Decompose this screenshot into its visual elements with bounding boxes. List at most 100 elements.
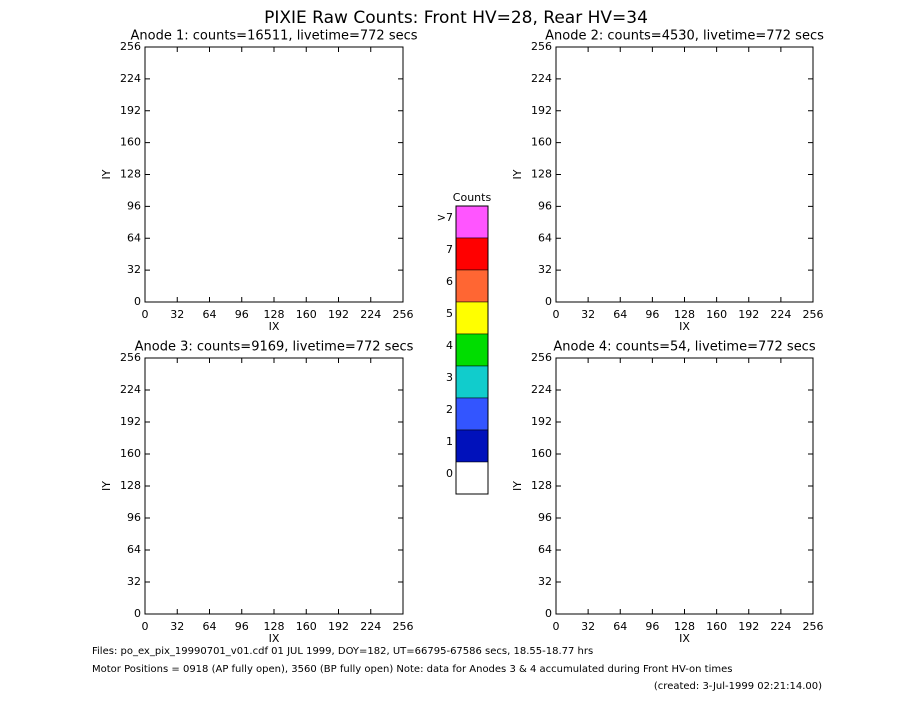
x-tick-label: 96 <box>235 308 249 321</box>
colorbar-swatch <box>455 269 489 303</box>
colorbar-label: 4 <box>446 339 453 352</box>
colorbar-label: >7 <box>437 211 453 224</box>
footer-line: Motor Positions = 0918 (AP fully open), … <box>92 664 732 675</box>
colorbar-title: Counts <box>453 191 492 204</box>
y-tick-label: 192 <box>531 415 552 428</box>
y-tick-label: 64 <box>538 543 552 556</box>
y-tick-label: 0 <box>545 607 552 620</box>
x-tick-label: 192 <box>738 620 759 633</box>
y-axis-label: IY <box>511 481 524 491</box>
y-tick-label: 32 <box>127 575 141 588</box>
x-axis-label: IX <box>679 632 690 645</box>
x-tick-label: 96 <box>645 308 659 321</box>
y-tick-label: 128 <box>531 479 552 492</box>
plot-frame <box>555 357 814 615</box>
colorbar-label: 2 <box>446 403 453 416</box>
y-tick-label: 64 <box>127 543 141 556</box>
panel-title: Anode 4: counts=54, livetime=772 secs <box>553 340 815 355</box>
x-tick-label: 96 <box>645 620 659 633</box>
x-tick-label: 256 <box>803 308 824 321</box>
page-title: PIXIE Raw Counts: Front HV=28, Rear HV=3… <box>264 8 648 28</box>
y-tick-label: 160 <box>531 136 552 149</box>
y-tick-label: 32 <box>127 263 141 276</box>
x-tick-label: 128 <box>674 308 695 321</box>
x-tick-label: 256 <box>393 308 414 321</box>
x-axis-label: IX <box>269 632 280 645</box>
colorbar-swatch <box>455 461 489 495</box>
footer-line: (created: 3-Jul-1999 02:21:14.00) <box>654 681 822 692</box>
x-tick-label: 128 <box>264 308 285 321</box>
footer-line: Files: po_ex_pix_19990701_v01.cdf 01 JUL… <box>92 646 593 657</box>
y-tick-label: 160 <box>531 447 552 460</box>
x-tick-label: 224 <box>360 620 381 633</box>
x-axis-label: IX <box>679 320 690 333</box>
x-tick-label: 256 <box>393 620 414 633</box>
x-tick-label: 160 <box>706 308 727 321</box>
colorbar-label: 3 <box>446 371 453 384</box>
y-tick-label: 192 <box>120 415 141 428</box>
y-tick-label: 224 <box>531 72 552 85</box>
x-tick-label: 128 <box>264 620 285 633</box>
x-tick-label: 224 <box>770 308 791 321</box>
x-tick-label: 192 <box>738 308 759 321</box>
y-axis-label: IY <box>100 481 113 491</box>
colorbar-label: 0 <box>446 467 453 480</box>
x-tick-label: 192 <box>328 308 349 321</box>
colorbar-swatch <box>455 237 489 271</box>
x-tick-label: 64 <box>203 620 217 633</box>
x-tick-label: 0 <box>142 620 149 633</box>
x-tick-label: 32 <box>170 620 184 633</box>
x-tick-label: 32 <box>170 308 184 321</box>
y-tick-label: 32 <box>538 575 552 588</box>
x-tick-label: 160 <box>706 620 727 633</box>
x-tick-label: 32 <box>581 308 595 321</box>
y-tick-label: 96 <box>127 511 141 524</box>
y-tick-label: 256 <box>120 40 141 53</box>
colorbar-swatch <box>455 301 489 335</box>
panel-title: Anode 1: counts=16511, livetime=772 secs <box>130 29 417 44</box>
x-tick-label: 0 <box>553 620 560 633</box>
y-tick-label: 64 <box>538 231 552 244</box>
y-tick-label: 128 <box>120 168 141 181</box>
y-tick-label: 96 <box>538 511 552 524</box>
y-tick-label: 96 <box>127 199 141 212</box>
x-tick-label: 0 <box>553 308 560 321</box>
x-tick-label: 0 <box>142 308 149 321</box>
y-tick-label: 224 <box>120 72 141 85</box>
y-tick-label: 160 <box>120 447 141 460</box>
y-tick-label: 0 <box>545 295 552 308</box>
colorbar-swatch <box>455 205 489 239</box>
y-tick-label: 224 <box>531 383 552 396</box>
y-tick-label: 128 <box>120 479 141 492</box>
panel-title: Anode 2: counts=4530, livetime=772 secs <box>545 29 824 44</box>
y-tick-label: 256 <box>531 40 552 53</box>
x-tick-label: 192 <box>328 620 349 633</box>
y-tick-label: 128 <box>531 168 552 181</box>
x-tick-label: 32 <box>581 620 595 633</box>
y-tick-label: 64 <box>127 231 141 244</box>
colorbar-swatch <box>455 429 489 463</box>
x-axis-label: IX <box>269 320 280 333</box>
colorbar-frame <box>455 205 489 495</box>
x-tick-label: 64 <box>613 308 627 321</box>
x-tick-label: 64 <box>613 620 627 633</box>
colorbar-label: 1 <box>446 435 453 448</box>
y-tick-label: 224 <box>120 383 141 396</box>
y-tick-label: 0 <box>134 607 141 620</box>
colorbar-label: 6 <box>446 275 453 288</box>
x-tick-label: 224 <box>360 308 381 321</box>
x-tick-label: 160 <box>296 308 317 321</box>
y-tick-label: 192 <box>531 104 552 117</box>
plot-frame <box>144 357 404 615</box>
y-tick-label: 96 <box>538 199 552 212</box>
y-tick-label: 32 <box>538 263 552 276</box>
x-tick-label: 224 <box>770 620 791 633</box>
colorbar-label: 5 <box>446 307 453 320</box>
x-tick-label: 256 <box>803 620 824 633</box>
y-tick-label: 160 <box>120 136 141 149</box>
x-tick-label: 160 <box>296 620 317 633</box>
x-tick-label: 128 <box>674 620 695 633</box>
y-tick-label: 0 <box>134 295 141 308</box>
colorbar-swatch <box>455 397 489 431</box>
